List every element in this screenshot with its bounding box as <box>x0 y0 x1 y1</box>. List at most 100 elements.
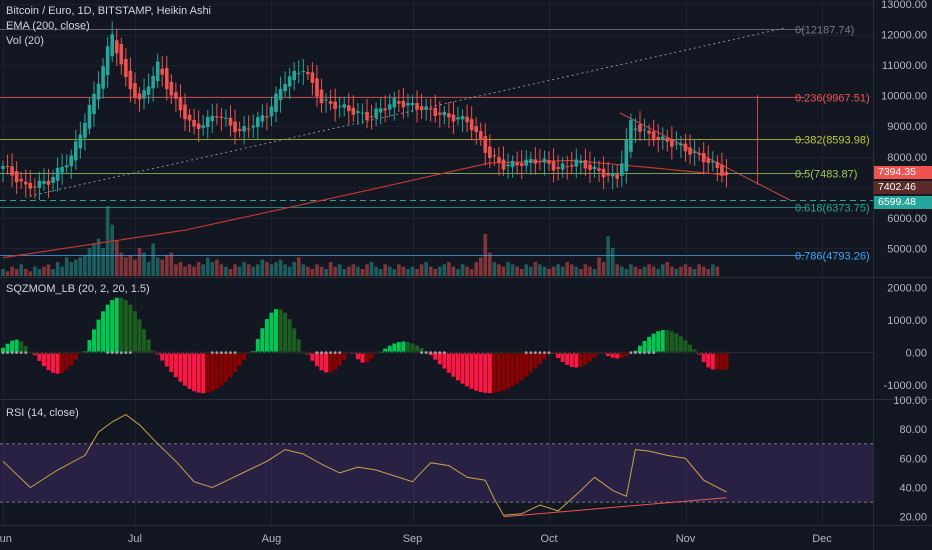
candle-body <box>715 162 720 168</box>
volume-legend[interactable]: Vol (20) <box>6 35 44 47</box>
candle-body <box>492 155 497 157</box>
fib-level-label: 0.618(6373.75) <box>795 203 870 215</box>
sqz-dot <box>465 351 469 354</box>
sqz-dot <box>402 351 405 354</box>
volume-bar <box>101 248 105 276</box>
volume-bar <box>510 264 515 276</box>
sqz-dot <box>406 351 410 354</box>
volume-bar <box>324 269 328 276</box>
sqz-dot <box>270 351 273 354</box>
sqz-legend: SQZMOM_LB (20, 2, 20, 1.5) <box>6 282 150 297</box>
volume-bar <box>660 264 665 276</box>
sqz-dot <box>338 351 342 354</box>
sqz-bar <box>187 352 192 389</box>
sqz-dot <box>101 351 105 354</box>
sqz-dot <box>297 351 301 354</box>
sqz-bar <box>619 352 624 358</box>
ema-legend[interactable]: EMA (200, close) <box>6 20 90 32</box>
candle-body <box>701 152 706 163</box>
candle-body <box>292 70 296 81</box>
sqz-bar <box>433 352 438 360</box>
volume-bar <box>670 266 674 276</box>
sqz-dot <box>224 351 228 354</box>
candle-body <box>415 102 419 110</box>
rsi-line <box>2 414 727 516</box>
volume-bar <box>169 252 174 276</box>
candle-body <box>378 108 383 113</box>
sqz-dot <box>142 351 146 354</box>
candle-body <box>601 168 606 178</box>
candle-body <box>387 104 392 110</box>
candle-body <box>410 102 415 106</box>
sqz-dot <box>110 351 114 354</box>
candle-body <box>474 126 478 132</box>
price-tick-label: 10000.00 <box>881 91 927 103</box>
sqz-dot <box>647 351 651 354</box>
price-tick-label: 12000.00 <box>881 30 927 42</box>
volume-bar <box>69 262 74 276</box>
volume-bar <box>237 266 242 276</box>
candle-body <box>142 90 146 99</box>
volume-bar <box>42 266 46 276</box>
sqz-dot <box>579 351 583 354</box>
sqz-dot <box>251 351 255 354</box>
volume-bar <box>301 264 306 276</box>
sqz-bar <box>114 297 119 353</box>
sqz-bar <box>474 352 479 391</box>
sqz-dot <box>533 351 537 354</box>
sqz-bar <box>528 352 533 373</box>
volume-bar <box>551 266 556 276</box>
sqz-bar <box>214 352 219 389</box>
sqz-tick-label: 1000.00 <box>887 315 927 327</box>
candle-body <box>579 160 583 164</box>
candle-body <box>78 134 83 149</box>
sqz-title[interactable]: SQZMOM_LB (20, 2, 20, 1.5) <box>6 283 150 295</box>
candle-body <box>660 136 665 140</box>
sqz-bar <box>255 339 260 353</box>
volume-bar <box>356 266 360 276</box>
volume-bar <box>406 269 410 276</box>
sqz-dot <box>133 351 137 354</box>
sqz-dot <box>415 351 419 354</box>
sqz-dot <box>97 351 100 354</box>
candle-body <box>165 68 169 90</box>
sqz-bar <box>296 339 301 353</box>
candle-body <box>251 125 256 128</box>
sqz-bar <box>260 328 265 353</box>
candle-body <box>547 160 551 164</box>
volume-bar <box>651 266 656 276</box>
sqz-dot <box>92 351 96 354</box>
sqz-dot <box>565 351 569 354</box>
sqz-bar <box>1 347 5 353</box>
sqz-dot <box>479 351 483 354</box>
volume-bar <box>701 266 706 276</box>
sqz-bar <box>569 352 574 367</box>
sqz-bar <box>515 352 520 384</box>
volume-bar <box>114 241 119 276</box>
sqz-bar <box>410 343 415 353</box>
candle-body <box>674 143 679 145</box>
sqz-dot <box>288 351 292 354</box>
volume-bar <box>383 264 387 276</box>
sqz-dot <box>447 351 451 354</box>
volume-bar <box>219 264 224 276</box>
sqz-dot <box>265 351 269 354</box>
sqz-dot <box>165 351 169 354</box>
sqz-dot <box>584 351 587 354</box>
candle-body <box>542 158 547 163</box>
sqz-bar <box>233 352 238 372</box>
sqz-dot <box>47 351 50 354</box>
symbol-title[interactable]: Bitcoin / Euro, 1D, BITSTAMP, Heikin Ash… <box>6 5 212 17</box>
sqz-bar <box>142 329 147 353</box>
candle-body <box>210 115 215 122</box>
sqz-dot <box>210 351 214 354</box>
sqz-dot <box>552 351 555 354</box>
rsi-title[interactable]: RSI (14, close) <box>6 407 79 419</box>
candle-body <box>105 46 110 75</box>
candle-body <box>706 158 711 163</box>
volume-bar <box>433 269 438 276</box>
sqz-bar <box>292 328 297 353</box>
candle-body <box>651 131 656 141</box>
sqz-dot <box>461 351 464 354</box>
